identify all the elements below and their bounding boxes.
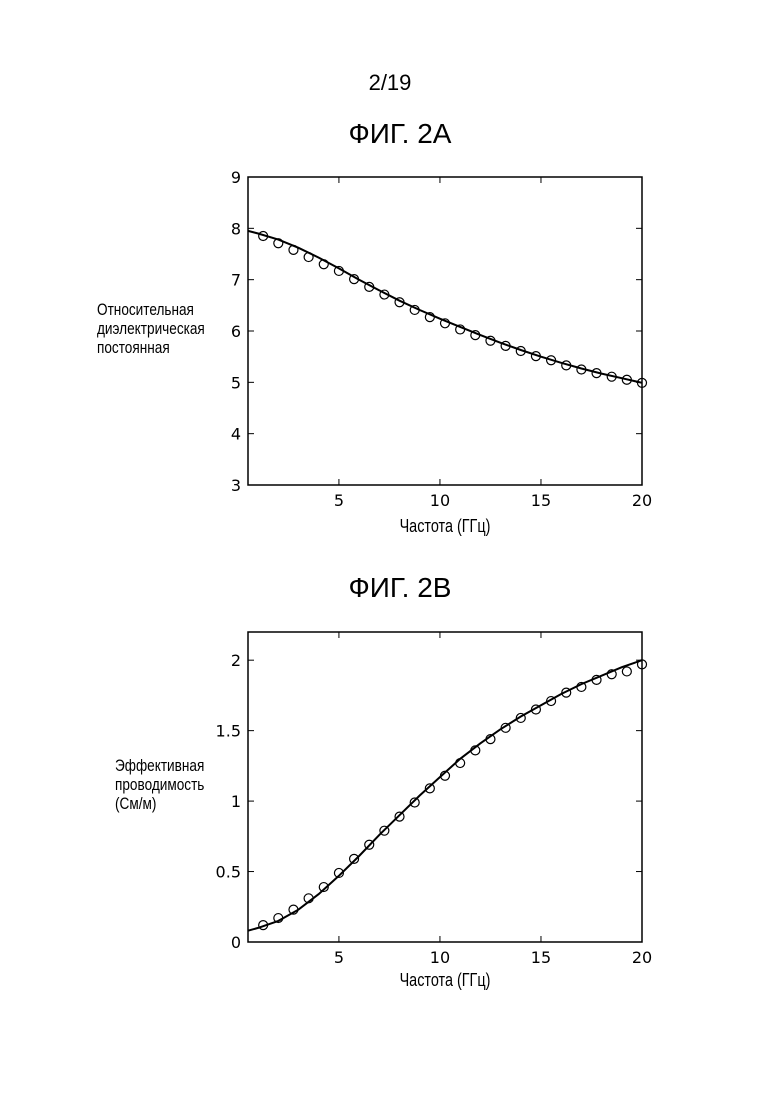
- figure-2a-fit-curve: [248, 231, 642, 383]
- figure-2a-x-tick-label: 20: [632, 491, 652, 510]
- figure-2b-plot: 5 10 15 20 0 0.5 1 1.5 2: [216, 632, 653, 967]
- figure-2a-y-tick-label: 3: [231, 476, 241, 495]
- figure-2b-x-tick-label: 5: [334, 948, 344, 967]
- figure-2a-y-tick-label: 4: [231, 425, 241, 444]
- figure-2b-y-tick-label: 0: [231, 933, 241, 952]
- figure-2b-y-tick-label: 1.5: [216, 722, 241, 741]
- figure-2b-x-tick-label: 10: [430, 948, 450, 967]
- figure-2a-x-tick-label: 5: [334, 491, 344, 510]
- figure-2a-y-tick-label: 5: [231, 373, 241, 392]
- figure-2b-data-point: [622, 667, 631, 676]
- figure-2a-y-tick-label: 6: [231, 322, 241, 341]
- figure-2b-x-tick-label: 15: [531, 948, 551, 967]
- figure-2b-y-tick-label: 1: [231, 792, 241, 811]
- figure-2b-data-point: [395, 812, 404, 821]
- figure-2a-y-tick-label: 8: [231, 219, 241, 238]
- figure-2a-x-tick-label: 10: [430, 491, 450, 510]
- figure-2a-plot: 5 10 15 20 3 4 5 6 7 8 9: [231, 168, 652, 510]
- figure-2b-y-tick-label: 0.5: [216, 863, 241, 882]
- figure-2a-y-tick-label: 9: [231, 168, 241, 187]
- figure-2a-plot-frame: [248, 177, 642, 485]
- figure-2b-plot-frame: [248, 632, 642, 942]
- figure-2b-x-tick-label: 20: [632, 948, 652, 967]
- figure-2a-data-point: [304, 253, 313, 262]
- figure-2b-y-tick-label: 2: [231, 651, 241, 670]
- figure-2a-y-tick-label: 7: [231, 271, 241, 290]
- figure-2b-fit-curve: [248, 660, 642, 931]
- figure-2a-x-tick-label: 15: [531, 491, 551, 510]
